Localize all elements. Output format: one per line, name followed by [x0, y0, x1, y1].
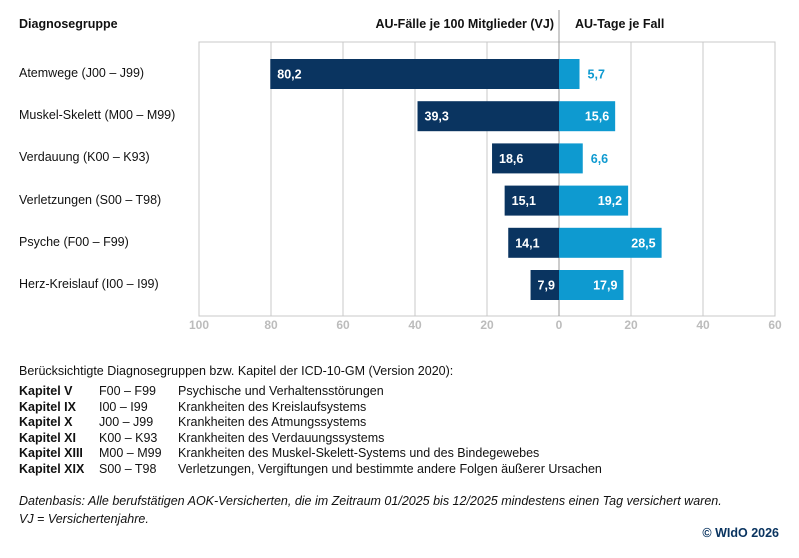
chapter-kapitel: Kapitel XIX — [19, 462, 85, 476]
chapter-desc: Krankheiten des Atmungssystems — [178, 415, 367, 430]
category-label: Verdauung (K00 – K93) — [19, 150, 150, 165]
data-label-left: 15,1 — [512, 194, 536, 208]
row-header: Diagnosegruppe — [19, 17, 118, 31]
bar-right — [559, 143, 583, 174]
chapter-desc: Verletzungen, Vergiftungen und bestimmte… — [178, 462, 602, 476]
category-label: Psyche (F00 – F99) — [19, 234, 129, 249]
category-label: Herz-Kreislauf (I00 – I99) — [19, 277, 159, 291]
plot-area: 100 80 60 40 20 0 20 40 60 80,2 5,7 39,3 15,6 18,6 6,6… — [189, 10, 782, 332]
chapter-range: S00 – T98 — [99, 462, 157, 476]
bar-left — [270, 59, 559, 89]
data-label-right: 17,9 — [593, 279, 617, 293]
bar-left — [417, 101, 559, 132]
chapter-kapitel: Kapitel XI — [19, 430, 76, 445]
x-tick-label: 80 — [264, 318, 278, 332]
x-tick-label: 60 — [336, 318, 350, 332]
bar-left — [492, 143, 559, 174]
category-label: Atemwege (J00 – J99) — [19, 66, 145, 80]
chapter-kapitel: Kapitel V — [19, 384, 73, 398]
data-label-right: 28,5 — [631, 236, 655, 250]
chapter-range: K00 – K93 — [99, 430, 158, 445]
left-series-title: AU-Fälle je 100 Mitglieder (VJ) — [375, 17, 554, 31]
chapter-desc: Psychische und Verhaltensstörungen — [178, 384, 384, 398]
category-label: Verletzungen (S00 – T98) — [19, 192, 162, 207]
data-label-right: 6,6 — [591, 152, 608, 166]
chapter-desc: Krankheiten des Verdauungssystems — [178, 430, 385, 445]
bar-right — [559, 59, 580, 89]
chapter-kapitel: Kapitel X — [19, 415, 73, 430]
copyright: © WIdO 2026 — [702, 526, 779, 540]
data-label-right: 15,6 — [585, 110, 609, 124]
bar-right — [559, 185, 629, 216]
data-label-left: 80,2 — [277, 68, 301, 82]
bar-right — [559, 270, 624, 300]
chapter-range: J00 – J99 — [99, 415, 154, 430]
data-label-left: 7,9 — [538, 279, 555, 293]
x-tick-label: 20 — [624, 318, 638, 332]
x-tick-label: 60 — [768, 318, 782, 332]
chapter-desc: Krankheiten des Muskel-Skelett-Systems u… — [178, 446, 540, 461]
chapter-range: F00 – F99 — [99, 384, 156, 398]
abbrev-note: VJ = Versichertenjahre. — [19, 512, 149, 526]
x-tick-label: 40 — [696, 318, 710, 332]
data-label-left: 14,1 — [515, 236, 539, 250]
notes-intro: Berücksichtigte Diagnosegruppen bzw. Kap… — [19, 364, 454, 378]
data-label-right: 5,7 — [588, 68, 605, 82]
right-series-title: AU-Tage je Fall — [575, 17, 665, 31]
chapter-range: I00 – I99 — [99, 399, 148, 414]
chapter-desc: Krankheiten des Kreislaufsystems — [178, 399, 367, 414]
source-note: Datenbasis: Alle berufstätigen AOK-Versi… — [19, 494, 722, 508]
chapter-kapitel: Kapitel IX — [19, 399, 76, 414]
x-tick-label: 40 — [408, 318, 422, 332]
data-label-left: 18,6 — [499, 152, 523, 166]
x-tick-label: 20 — [480, 318, 494, 332]
x-tick-label: 100 — [189, 318, 209, 332]
data-label-right: 19,2 — [598, 194, 622, 208]
chapter-kapitel: Kapitel XIII — [19, 446, 83, 461]
bar-left — [530, 270, 559, 300]
chapter-range: M00 – M99 — [99, 446, 162, 461]
data-label-left: 39,3 — [425, 110, 449, 124]
x-tick-label: 0 — [556, 318, 563, 332]
bar-left — [508, 227, 559, 258]
bar-left — [504, 185, 559, 216]
bar-right — [559, 227, 662, 258]
category-label: Muskel-Skelett (M00 – M99) — [19, 108, 176, 123]
bar-right — [559, 101, 616, 132]
